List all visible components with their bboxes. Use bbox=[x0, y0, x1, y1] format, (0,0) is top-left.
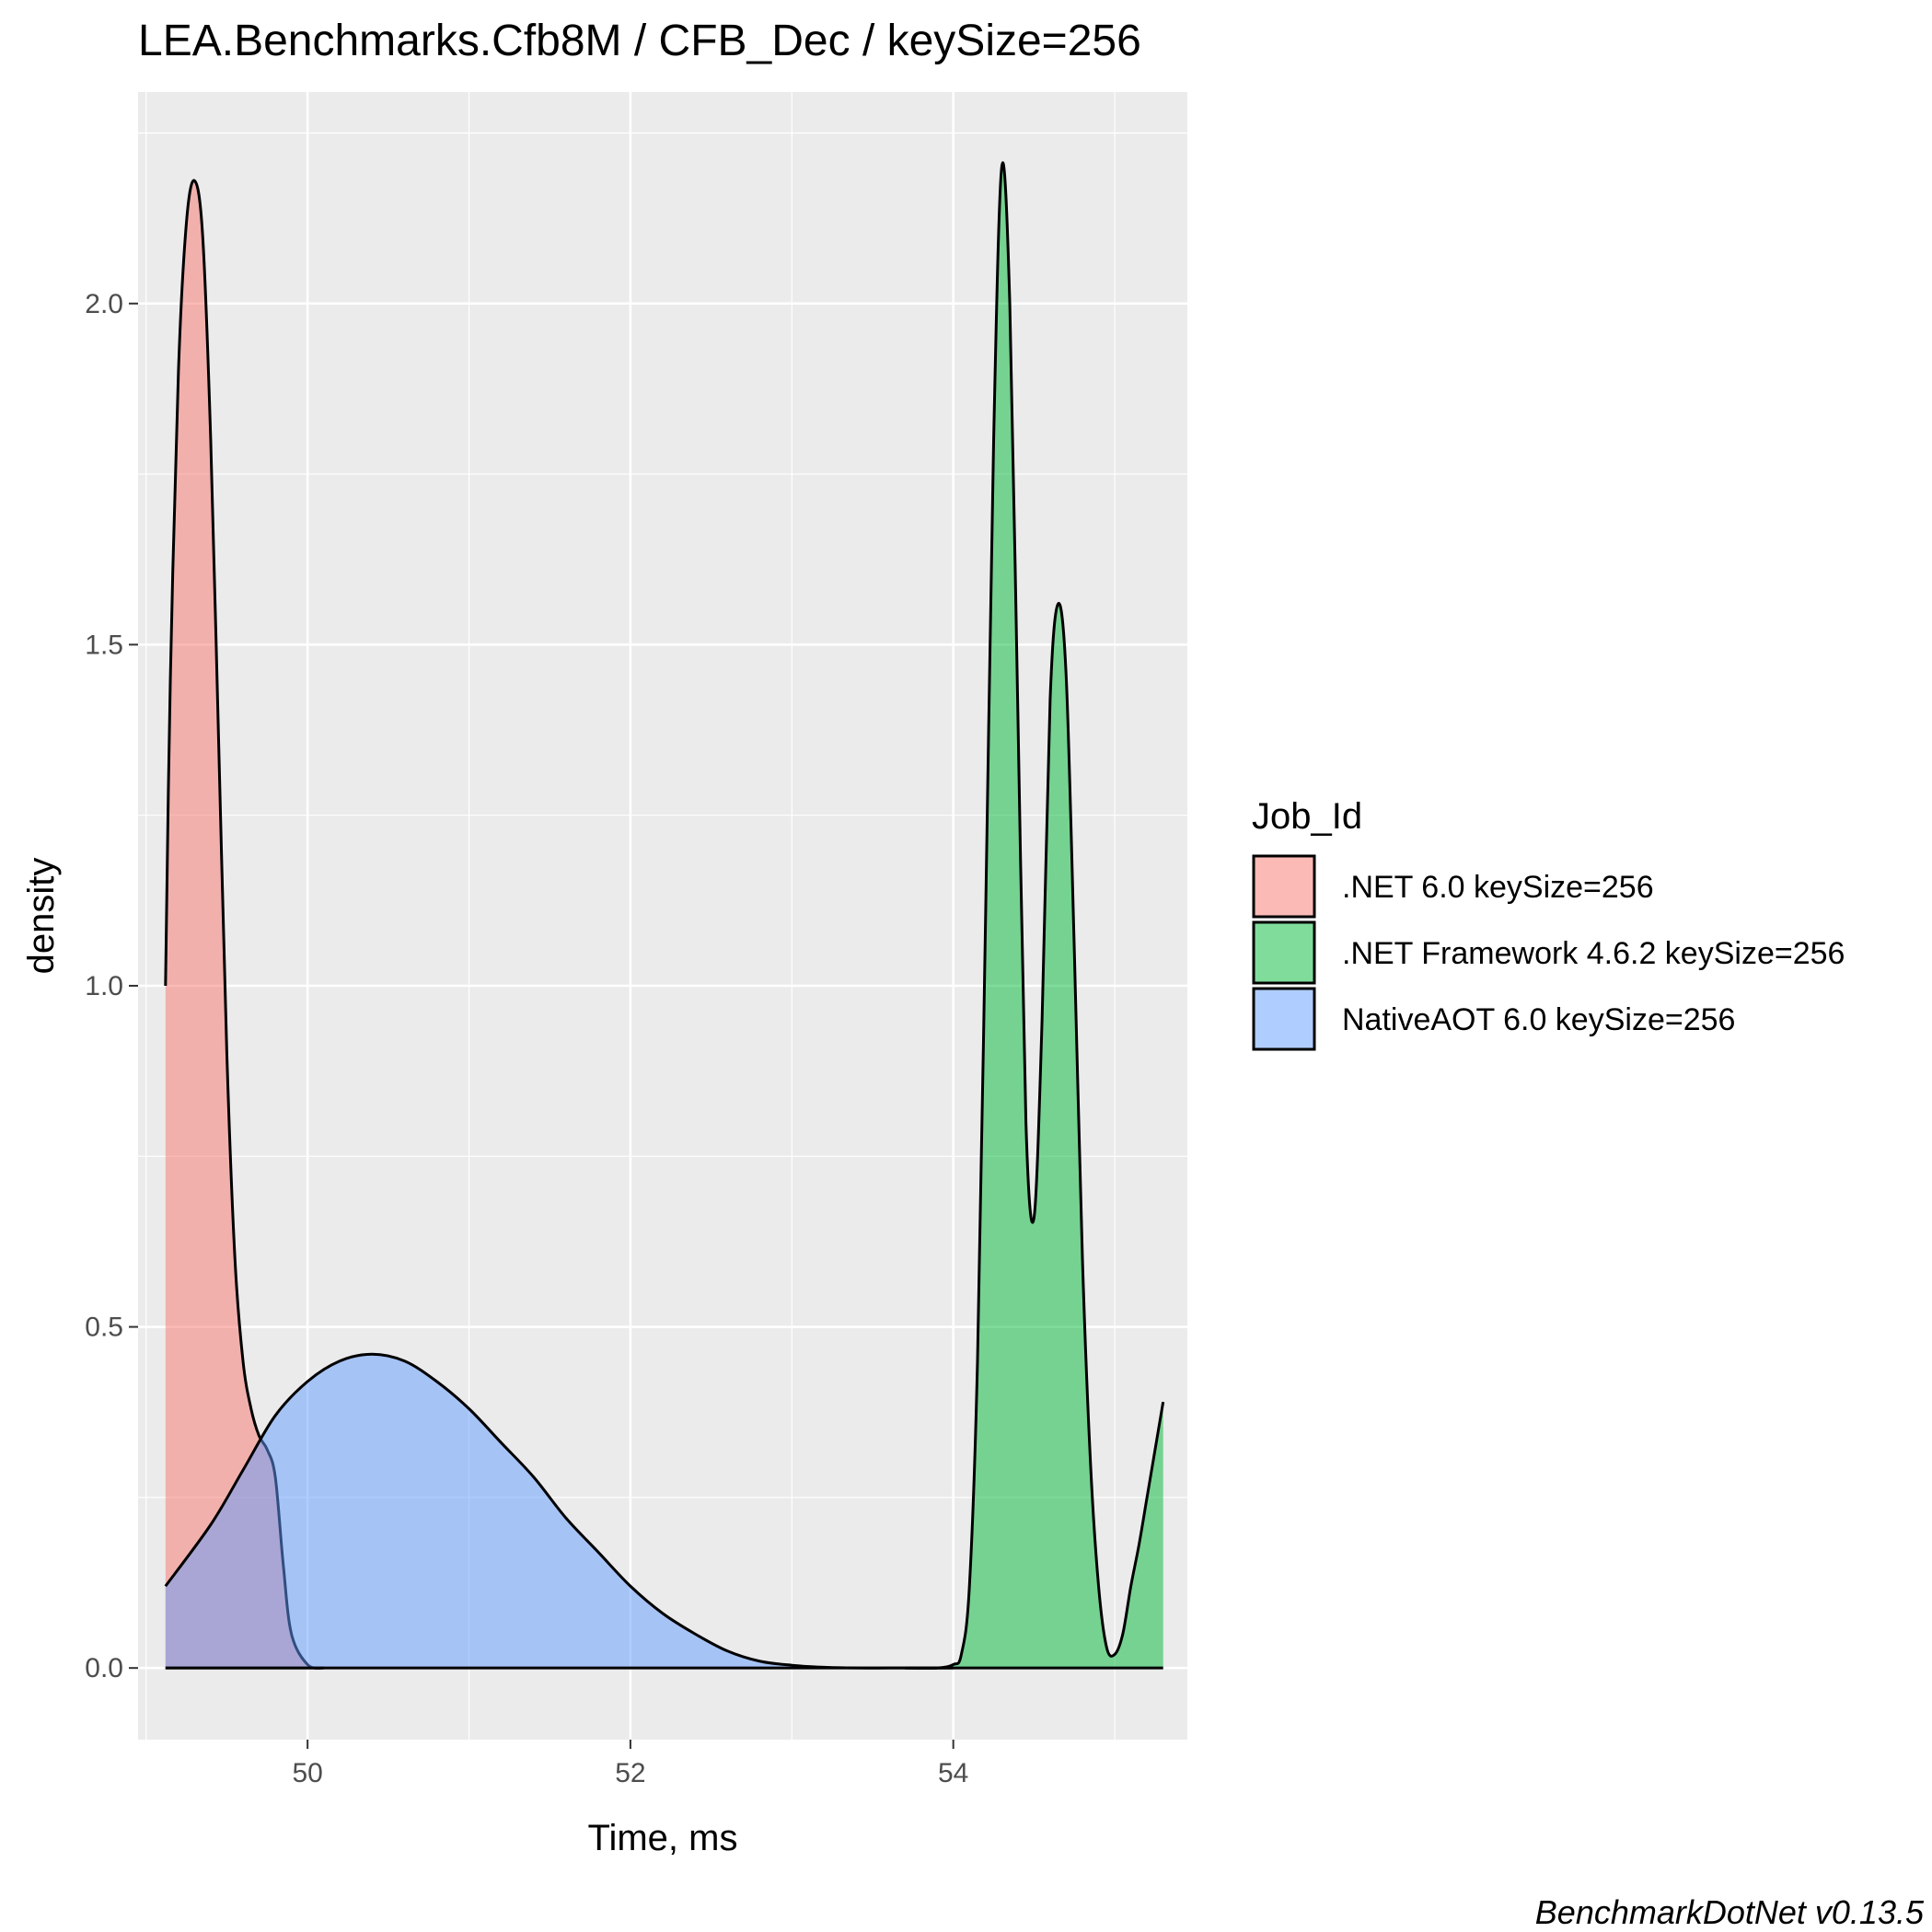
legend-label-0: .NET 6.0 keySize=256 bbox=[1342, 870, 1654, 905]
legend-key-0 bbox=[1252, 854, 1316, 919]
legend-label-2: NativeAOT 6.0 keySize=256 bbox=[1342, 1002, 1735, 1037]
legend-label-1: .NET Framework 4.6.2 keySize=256 bbox=[1342, 936, 1845, 971]
x-tick-label: 50 bbox=[292, 1758, 322, 1788]
legend: Job_Id .NET 6.0 keySize=256 .NET Framewor… bbox=[1252, 796, 1845, 1051]
y-tick-label: 2.0 bbox=[85, 289, 123, 319]
legend-items: .NET 6.0 keySize=256 .NET Framework 4.6.2… bbox=[1252, 854, 1845, 1051]
legend-title: Job_Id bbox=[1252, 796, 1362, 837]
x-tick-label: 52 bbox=[615, 1758, 645, 1788]
y-tick-label: 1.0 bbox=[85, 971, 123, 1001]
density-areas bbox=[164, 161, 1165, 1670]
caption: BenchmarkDotNet v0.13.5 bbox=[1535, 1893, 1925, 1931]
chart-title: LEA.Benchmarks.Cfb8M / CFB_Dec / keySize… bbox=[138, 17, 1141, 65]
y-tick-label: 0.0 bbox=[85, 1653, 123, 1683]
y-tick-label: 1.5 bbox=[85, 630, 123, 660]
y-axis-title: density bbox=[21, 858, 62, 975]
density-line-1 bbox=[905, 161, 1165, 1670]
x-tick-label: 54 bbox=[938, 1758, 968, 1788]
density-area-0 bbox=[165, 180, 324, 1669]
y-tick-label: 0.5 bbox=[85, 1313, 123, 1343]
legend-key-1 bbox=[1252, 920, 1316, 985]
legend-key-2 bbox=[1252, 987, 1316, 1051]
x-axis-ticks: 50 52 54 bbox=[292, 1740, 968, 1788]
density-area-1 bbox=[905, 162, 1163, 1669]
y-axis-ticks: 0.0 0.5 1.0 1.5 2.0 bbox=[85, 289, 138, 1683]
x-axis-title: Time, ms bbox=[588, 1818, 738, 1858]
